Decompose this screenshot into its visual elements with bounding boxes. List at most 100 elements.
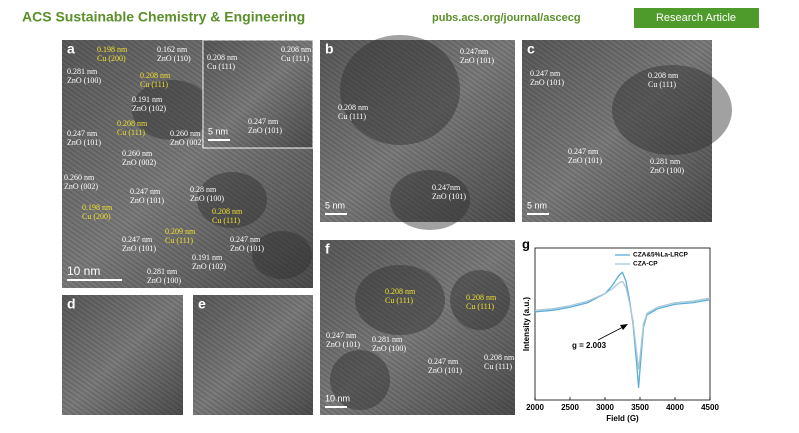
x-tick-label: 4000 (666, 403, 684, 412)
journal-name: ACS Sustainable Chemistry & Engineering (22, 9, 305, 25)
panel-letter: e (198, 296, 206, 312)
lattice-label: 0.208 nm (385, 287, 416, 296)
lattice-label: Cu (111) (385, 296, 413, 305)
lattice-label: 0.247 nm (248, 117, 279, 126)
lattice-label: ZnO (100) (67, 76, 101, 85)
lattice-label: ZnO (102) (192, 262, 226, 271)
lattice-label: Cu (111) (165, 236, 193, 245)
lattice-label: Cu (111) (207, 62, 235, 71)
lattice-label: 0.162 nm (157, 45, 188, 54)
lattice-label: 0.208 nm (338, 103, 369, 112)
lattice-label: 0.247 nm (326, 331, 357, 340)
lattice-label: 0.247 nm (122, 235, 153, 244)
scale-bar-label: 5 nm (208, 126, 228, 136)
panel-letter: f (325, 241, 330, 257)
particle (252, 231, 312, 279)
lattice-label: 0.247 nm (67, 129, 98, 138)
lattice-label: ZnO (101) (130, 196, 164, 205)
lattice-label: 0.208 nm (648, 71, 679, 80)
particle (132, 80, 212, 140)
journal-url[interactable]: pubs.acs.org/journal/ascecg (432, 12, 581, 24)
lattice-label: Cu (111) (281, 54, 309, 63)
lattice-label: ZnO (100) (372, 344, 406, 353)
lattice-fringes (320, 40, 515, 222)
x-tick-label: 3000 (596, 403, 614, 412)
panel-letter: b (325, 41, 334, 57)
lattice-label: 0.208 nm (281, 45, 312, 54)
legend-label: CZA&5%La-LRCP (633, 252, 689, 259)
arrow-head (620, 324, 628, 330)
lattice-label: 0.247nm (432, 183, 461, 192)
lattice-label: ZnO (101) (460, 56, 494, 65)
annotation: g = 2.003 (572, 341, 607, 350)
y-axis-label: Intensity (a.u.) (522, 297, 531, 352)
lattice-label: 0.247 nm (530, 69, 561, 78)
lattice-label: 0.247 nm (230, 235, 261, 244)
scale-bar-label: 10 nm (325, 393, 350, 403)
lattice-fringes (320, 240, 515, 415)
lattice-label: ZnO (002) (170, 138, 204, 147)
lattice-label: 0.198 nm (97, 45, 128, 54)
lattice-label: ZnO (100) (147, 276, 181, 285)
lattice-label: ZnO (101) (326, 340, 360, 349)
lattice-label: 0.281 nm (650, 157, 681, 166)
lattice-label: 0.208 nm (140, 71, 171, 80)
particle (340, 35, 460, 145)
lattice-label: 0.247 nm (568, 147, 599, 156)
lattice-label: 0.191 nm (132, 95, 163, 104)
lattice-label: Cu (111) (212, 216, 240, 225)
lattice-label: ZnO (101) (230, 244, 264, 253)
x-axis-label: Field (G) (606, 414, 639, 423)
lattice-label: ZnO (101) (568, 156, 602, 165)
lattice-label: ZnO (101) (432, 192, 466, 201)
particle (390, 170, 470, 230)
particle (355, 265, 445, 335)
badge-text: Research Article (656, 12, 736, 24)
lattice-label: ZnO (002) (64, 182, 98, 191)
lattice-label: ZnO (101) (530, 78, 564, 87)
series-line (534, 280, 711, 370)
lattice-label: ZnO (101) (428, 366, 462, 375)
lattice-label: Cu (111) (466, 302, 494, 311)
lattice-label: 0.208 nm (117, 119, 148, 128)
x-tick-label: 2000 (526, 403, 544, 412)
lattice-label: 0.247nm (460, 47, 489, 56)
lattice-label: 0.28 nm (190, 185, 217, 194)
panel-letter: a (67, 41, 75, 57)
x-tick-label: 3500 (631, 403, 649, 412)
particle (450, 270, 510, 330)
x-tick-label: 2500 (561, 403, 579, 412)
lattice-fringes (193, 295, 313, 415)
lattice-label: ZnO (110) (157, 54, 191, 63)
lattice-label: 0.209 nm (165, 227, 196, 236)
lattice-label: Cu (111) (117, 128, 145, 137)
panel-letter: g (522, 236, 530, 251)
lattice-label: 0.208 nm (484, 353, 515, 362)
lattice-label: 0.208 nm (207, 53, 238, 62)
lattice-label: ZnO (002) (122, 158, 156, 167)
lattice-label: 0.260 nm (170, 129, 201, 138)
lattice-label: 0.281 nm (67, 67, 98, 76)
panel-letter: d (67, 296, 76, 312)
x-tick-label: 4500 (701, 403, 719, 412)
particle (612, 65, 732, 155)
lattice-label: Cu (111) (484, 362, 512, 371)
lattice-label: 0.198 nm (82, 203, 113, 212)
lattice-label: 0.247 nm (428, 357, 459, 366)
plot-frame (534, 247, 711, 401)
lattice-label: 0.247 nm (130, 187, 161, 196)
particle (197, 172, 267, 228)
particle (330, 350, 390, 410)
lattice-label: 0.260 nm (64, 173, 95, 182)
lattice-label: 0.260 nm (122, 149, 153, 158)
lattice-label: ZnO (101) (67, 138, 101, 147)
lattice-label: Cu (111) (140, 80, 168, 89)
lattice-label: 0.281 nm (147, 267, 178, 276)
lattice-label: ZnO (101) (248, 126, 282, 135)
lattice-label: Cu (200) (97, 54, 126, 63)
scale-bar-label: 5 nm (325, 200, 345, 210)
lattice-fringes (203, 40, 313, 148)
lattice-label: Cu (111) (338, 112, 366, 121)
scale-bar-label: 10 nm (67, 264, 100, 278)
